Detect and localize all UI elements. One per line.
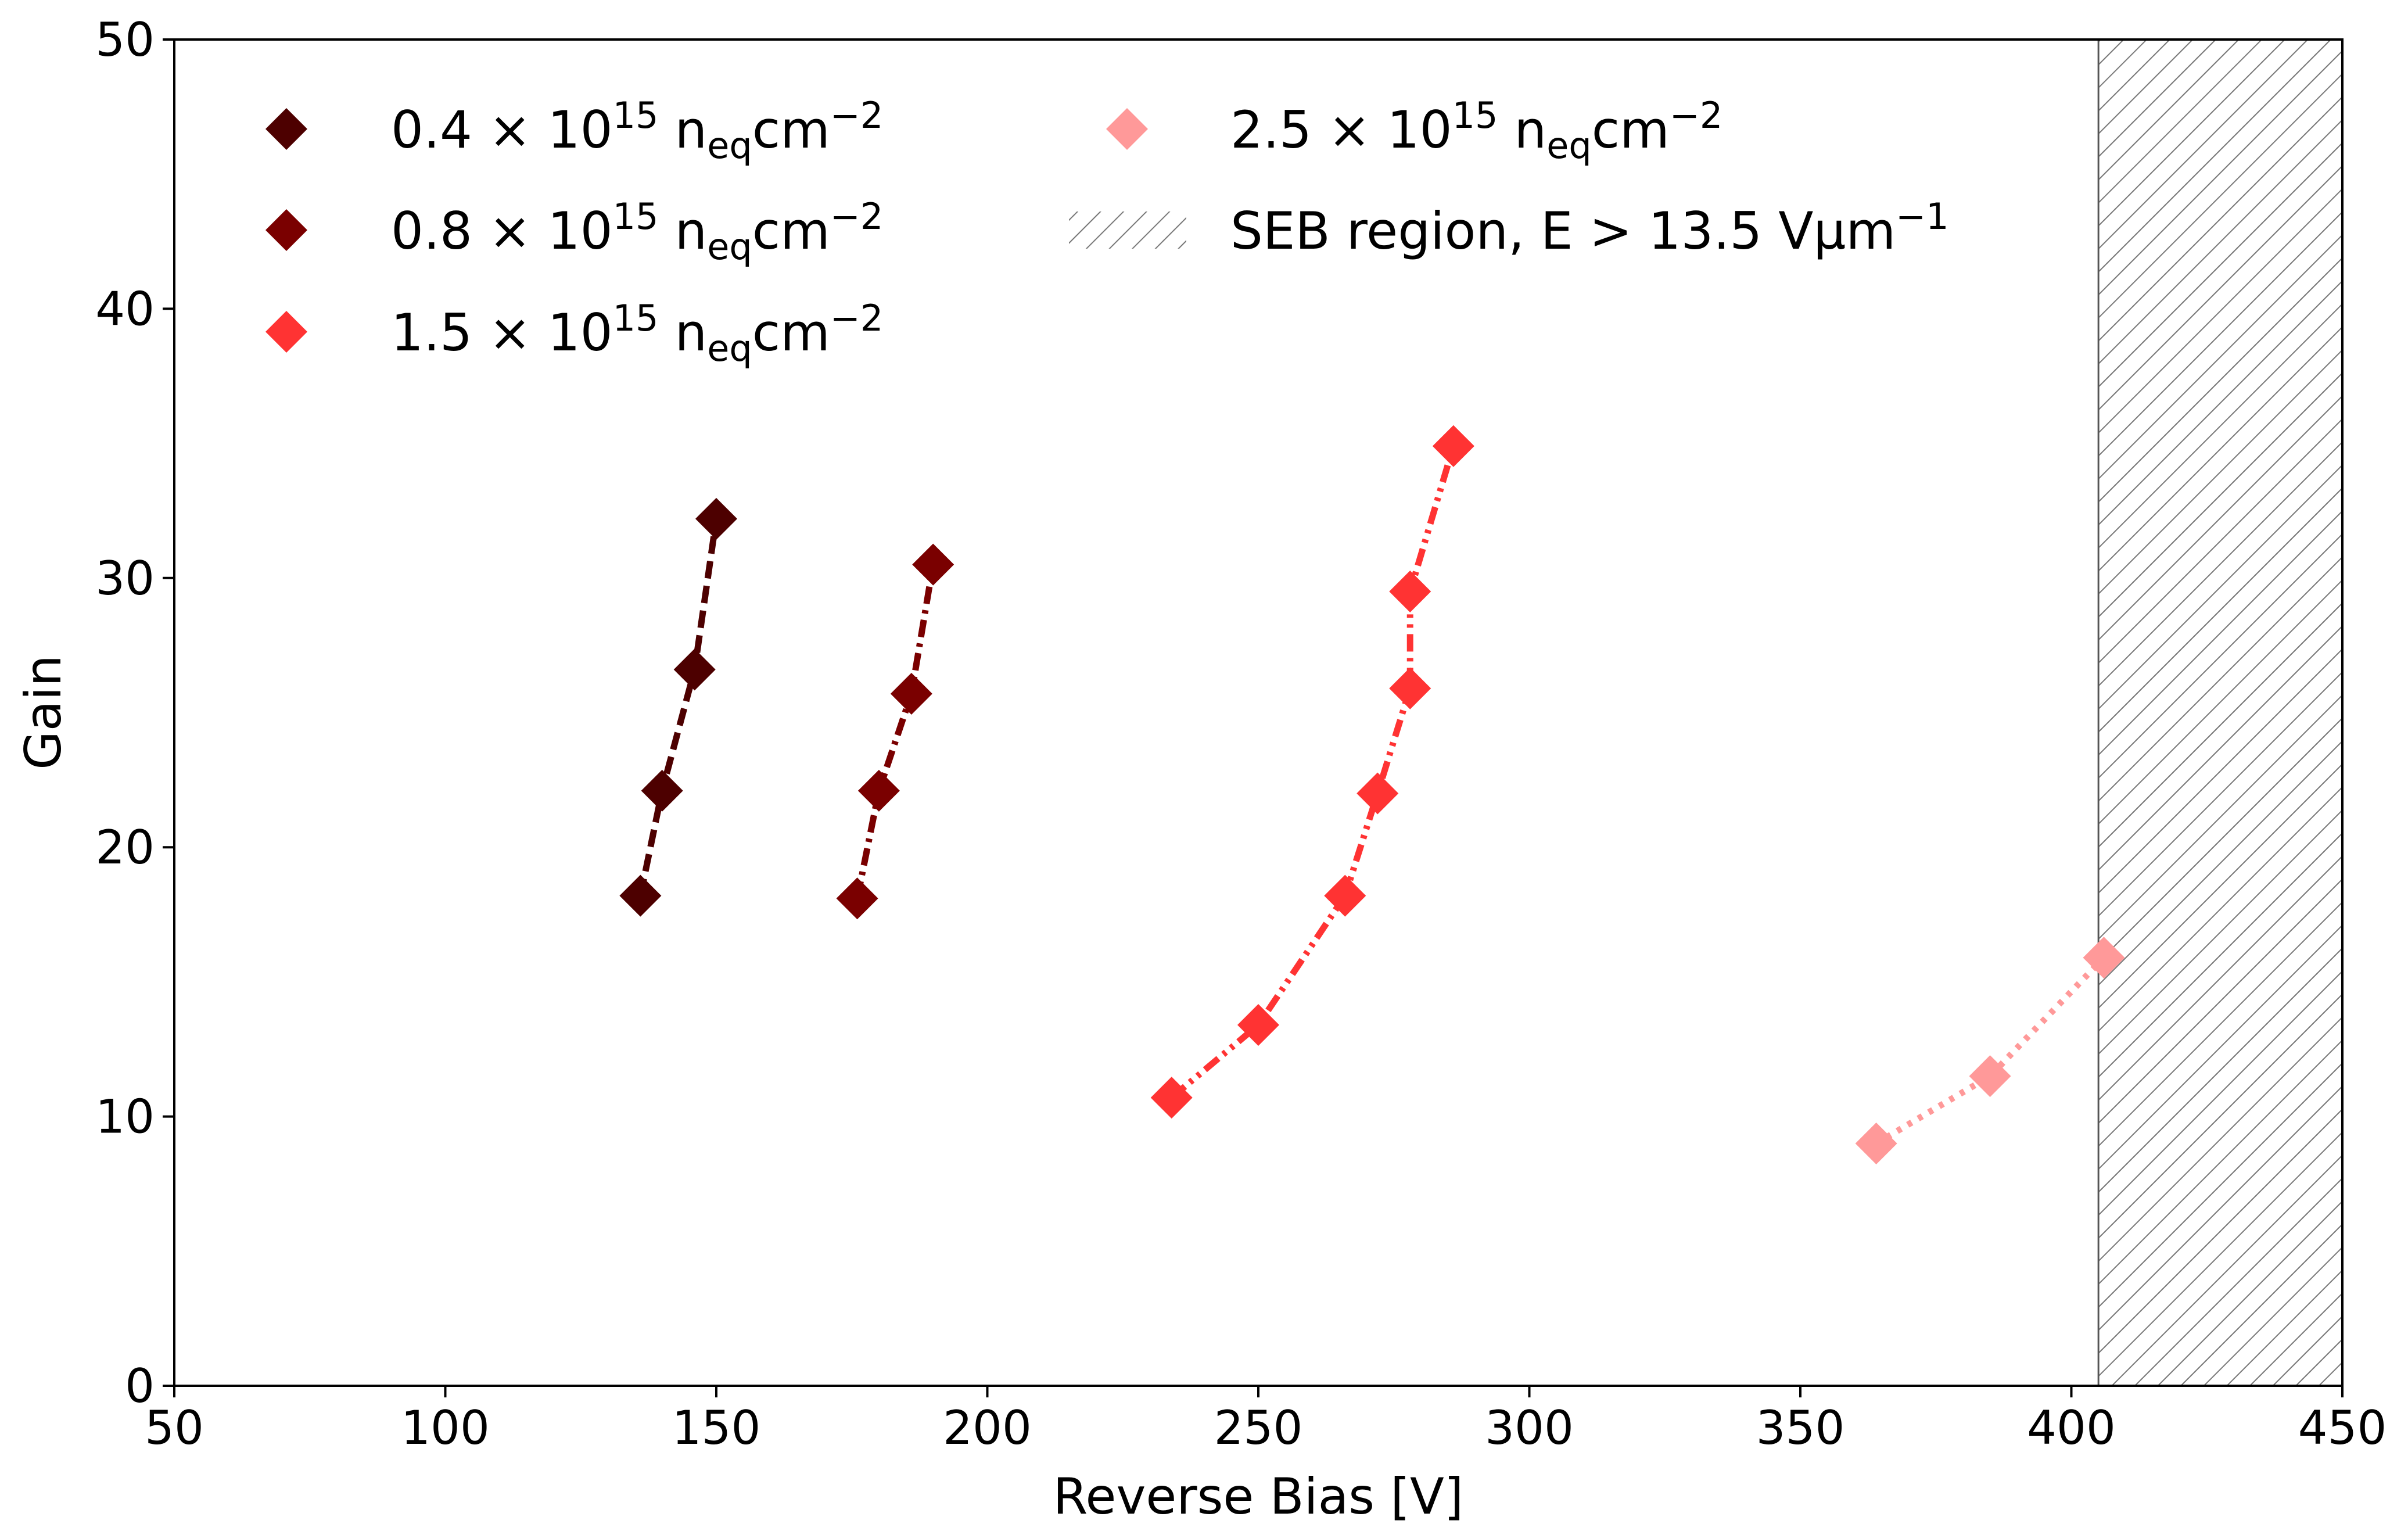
data-point [673,648,716,691]
legend-label: 2.5 × 1015 neqcm−2 [1230,94,1722,167]
x-tick-label: 50 [145,1401,204,1455]
data-point [1237,1004,1279,1046]
x-tick-label: 400 [2027,1401,2116,1455]
y-tick-label: 40 [95,282,155,336]
data-point [890,673,932,715]
legend: 0.4 × 1015 neqcm−2 0.8 × 1015 neqcm−2 1.5 … [265,94,1949,370]
x-tick-label: 300 [1485,1401,1574,1455]
data-point [1389,570,1431,612]
data-point [619,874,662,917]
x-axis-title: Reverse Bias [V] [1053,1468,1464,1526]
axis-ticks: 50 100 150 200 250 300 350 400 450 0 10 20 30 40 50 [95,13,2387,1455]
x-tick-label: 100 [401,1401,490,1455]
data-point [1324,874,1366,917]
legend-marker [1106,108,1148,150]
legend-label: 0.8 × 1015 neqcm−2 [391,195,883,268]
legend-label: 1.5 × 1015 neqcm−2 [391,297,883,370]
data-point [1855,1122,1897,1164]
seb-region-hatch [2097,38,2344,1387]
y-tick-label: 0 [125,1359,155,1413]
series-2 [836,543,954,920]
series-3 [1150,425,1474,1119]
legend-label: 0.4 × 1015 neqcm−2 [391,94,883,167]
data-point [836,877,878,920]
data-point [1389,667,1431,709]
data-point [1432,425,1474,467]
data-point [641,769,683,812]
y-tick-label: 30 [95,551,155,605]
data-point [1356,772,1399,815]
series-layer [619,425,2125,1164]
series-line [1169,445,1457,1100]
y-axis-title: Gain [15,655,73,770]
series-4 [1855,937,2125,1164]
series-line [1874,955,2106,1146]
x-tick-label: 350 [1756,1401,1845,1455]
series-line [637,518,720,897]
legend-marker [265,108,307,150]
legend-marker [265,209,307,251]
y-tick-label: 50 [95,13,155,67]
series-1 [619,497,737,917]
y-tick-label: 20 [95,820,155,874]
seb-region-layer [2097,38,2344,1387]
series-line [854,564,936,899]
data-point [1969,1055,2011,1098]
x-tick-label: 200 [943,1401,1032,1455]
data-point [912,543,954,586]
legend-label: SEB region, E > 13.5 Vμm−1 [1230,195,1949,261]
data-point [695,497,737,540]
x-tick-label: 150 [672,1401,761,1455]
legend-hatch-swatch [1069,211,1186,249]
x-tick-label: 250 [1214,1401,1303,1455]
data-point [2083,937,2125,979]
data-point [1150,1077,1193,1119]
x-tick-label: 450 [2298,1401,2387,1455]
y-tick-label: 10 [95,1090,155,1144]
legend-marker [265,311,307,353]
data-point [857,769,900,812]
